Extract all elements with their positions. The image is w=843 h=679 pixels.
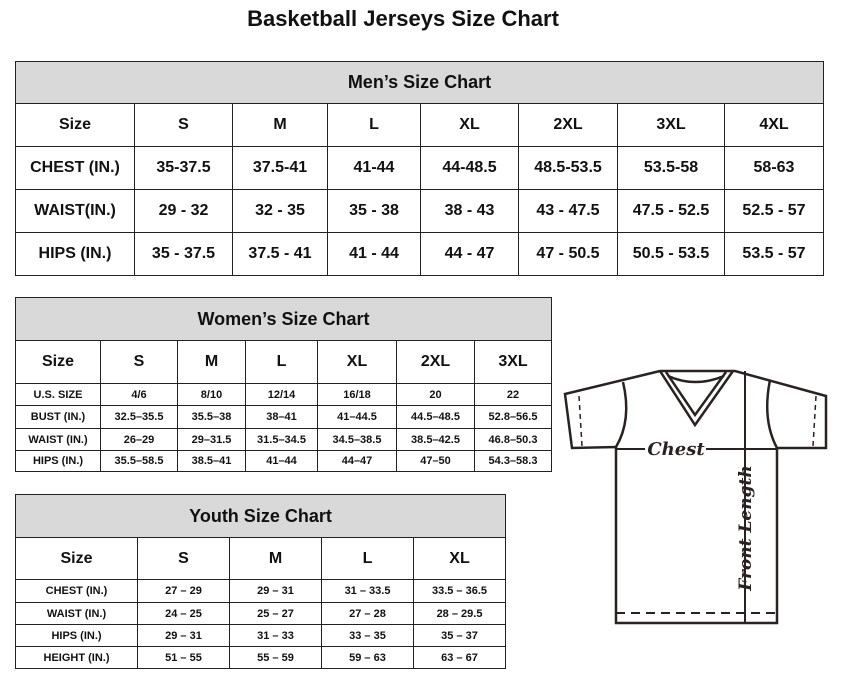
table-row: HIPS (IN.) 35.5–58.5 38.5–41 41–44 44–47 47–5… bbox=[15, 450, 553, 472]
row-label: CHEST (IN.) bbox=[15, 579, 138, 603]
table-cell: XL bbox=[412, 537, 507, 580]
table-row: WAIST(IN.) 29 - 32 32 - 35 35 - 38 38 - 43 43… bbox=[15, 189, 824, 233]
table-cell: 32 - 35 bbox=[232, 189, 328, 233]
table-row: BUST (IN.) 32.5–35.5 35.5–38 38–41 41–44.5 44… bbox=[15, 405, 553, 429]
mens-table-title: Men’s Size Chart bbox=[15, 61, 824, 104]
row-label: Size bbox=[15, 340, 101, 384]
womens-size-table: Women’s Size Chart Size S M L XL 2XL 3XL U.S. S… bbox=[14, 297, 553, 472]
table-cell: S bbox=[134, 103, 233, 147]
table-cell: 29–31.5 bbox=[177, 428, 246, 451]
table-cell: 52.8–56.5 bbox=[473, 405, 553, 429]
table-row: Size S M L XL 2XL 3XL 4XL bbox=[15, 103, 824, 147]
row-label: HIPS (IN.) bbox=[15, 624, 138, 647]
table-row: Size S M L XL bbox=[15, 537, 507, 580]
table-cell: 35 - 38 bbox=[327, 189, 421, 233]
table-cell: XL bbox=[420, 103, 519, 147]
mens-size-table: Men’s Size Chart Size S M L XL 2XL 3XL 4XL CHEST… bbox=[15, 61, 824, 276]
table-cell: 55 – 59 bbox=[229, 646, 322, 669]
table-cell: 43 - 47.5 bbox=[518, 189, 618, 233]
table-cell: 35 - 37.5 bbox=[134, 232, 233, 276]
table-cell: 38.5–42.5 bbox=[396, 428, 475, 451]
table-cell: M bbox=[232, 103, 328, 147]
table-cell: 53.5 - 57 bbox=[724, 232, 824, 276]
table-cell: 25 – 27 bbox=[229, 602, 322, 625]
row-label: WAIST (IN.) bbox=[15, 428, 101, 451]
table-cell: 35.5–38 bbox=[177, 405, 246, 429]
row-label: CHEST (IN.) bbox=[15, 146, 135, 190]
row-label: HEIGHT (IN.) bbox=[15, 646, 138, 669]
chest-label: Chest bbox=[647, 439, 705, 460]
table-row: HIPS (IN.) 29 – 31 31 – 33 33 – 35 35 – 37 bbox=[15, 624, 507, 647]
table-cell: 53.5-58 bbox=[617, 146, 725, 190]
table-cell: 38 - 43 bbox=[420, 189, 519, 233]
row-label: HIPS (IN.) bbox=[15, 450, 101, 472]
table-cell: 32.5–35.5 bbox=[100, 405, 178, 429]
table-cell: 41–44 bbox=[245, 450, 318, 472]
table-cell: 58-63 bbox=[724, 146, 824, 190]
table-cell: 46.8–50.3 bbox=[473, 428, 553, 451]
table-row: WAIST (IN.) 26–29 29–31.5 31.5–34.5 34.5–38.… bbox=[15, 428, 553, 451]
table-cell: 48.5-53.5 bbox=[518, 146, 618, 190]
row-label: WAIST (IN.) bbox=[15, 602, 138, 625]
table-cell: 3XL bbox=[617, 103, 725, 147]
table-row: U.S. SIZE 4/6 8/10 12/14 16/18 20 22 bbox=[15, 383, 553, 406]
table-row: WAIST (IN.) 24 – 25 25 – 27 27 – 28 28 – 29.… bbox=[15, 602, 507, 625]
youth-table-title: Youth Size Chart bbox=[14, 494, 507, 538]
table-row: HEIGHT (IN.) 51 – 55 55 – 59 59 – 63 63 – 67 bbox=[15, 646, 507, 669]
table-cell: 35.5–58.5 bbox=[100, 450, 178, 472]
table-cell: 47 - 50.5 bbox=[518, 232, 618, 276]
table-cell: 41–44.5 bbox=[317, 405, 397, 429]
table-cell: 47–50 bbox=[396, 450, 475, 472]
table-cell: L bbox=[327, 103, 421, 147]
row-label: Size bbox=[15, 537, 138, 580]
table-cell: L bbox=[245, 340, 318, 384]
table-row: CHEST (IN.) 35-37.5 37.5-41 41-44 44-48.5 48.… bbox=[15, 146, 824, 190]
table-cell: 2XL bbox=[396, 340, 475, 384]
table-row: HIPS (IN.) 35 - 37.5 37.5 - 41 41 - 44 44 - … bbox=[15, 232, 824, 276]
table-cell: 59 – 63 bbox=[321, 646, 414, 669]
table-row: CHEST (IN.) 27 – 29 29 – 31 31 – 33.5 33.5 –… bbox=[15, 579, 507, 603]
table-cell: 44-48.5 bbox=[420, 146, 519, 190]
table-cell: 44–47 bbox=[317, 450, 397, 472]
row-label: HIPS (IN.) bbox=[15, 232, 135, 276]
table-cell: 31 – 33 bbox=[229, 624, 322, 647]
table-cell: L bbox=[321, 537, 414, 580]
front-length-label: Front Length bbox=[736, 465, 756, 591]
table-cell: 41 - 44 bbox=[327, 232, 421, 276]
table-cell: 52.5 - 57 bbox=[724, 189, 824, 233]
table-cell: S bbox=[137, 537, 230, 580]
table-cell: 34.5–38.5 bbox=[317, 428, 397, 451]
table-cell: 2XL bbox=[518, 103, 618, 147]
row-label: BUST (IN.) bbox=[15, 405, 101, 429]
table-cell: 41-44 bbox=[327, 146, 421, 190]
page-title: Basketball Jerseys Size Chart bbox=[247, 6, 559, 31]
table-cell: 54.3–58.3 bbox=[473, 450, 553, 472]
table-cell: 63 – 67 bbox=[412, 646, 507, 669]
table-row: Size S M L XL 2XL 3XL bbox=[15, 340, 553, 384]
table-cell: 37.5 - 41 bbox=[232, 232, 328, 276]
row-label: WAIST(IN.) bbox=[15, 189, 135, 233]
youth-size-table: Youth Size Chart Size S M L XL CHEST (IN.) 27 … bbox=[14, 494, 507, 669]
